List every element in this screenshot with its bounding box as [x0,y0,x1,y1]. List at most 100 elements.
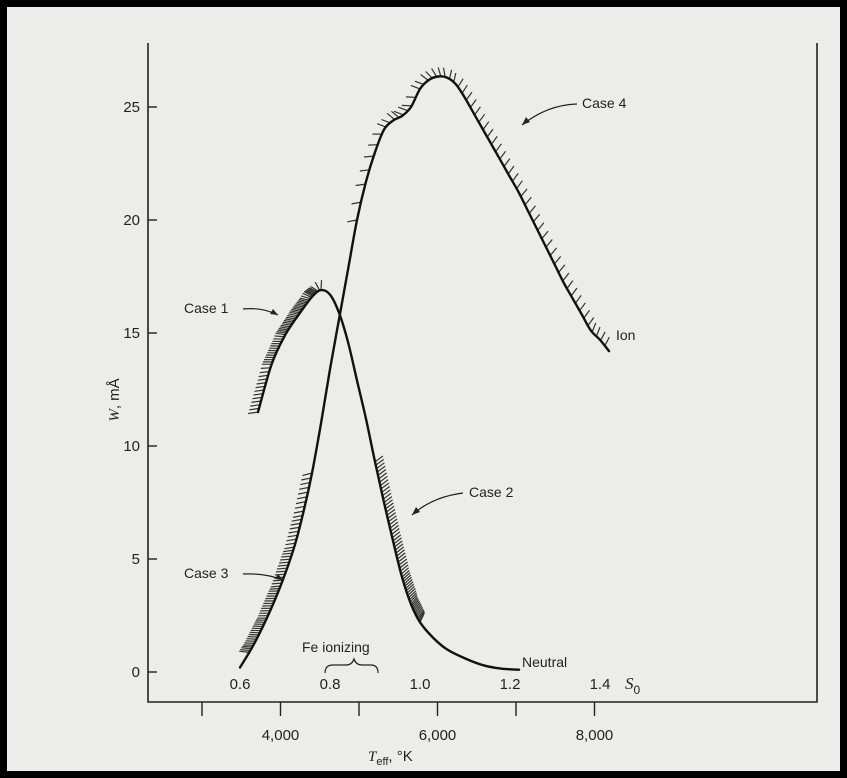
hatch-mark [379,479,389,487]
hatch-mark [394,543,404,551]
hatch-mark [391,110,400,118]
hatch-mark [566,280,574,289]
label-ion: Ion [616,327,635,343]
hatch-mark [549,247,557,256]
hatch-mark [289,311,300,315]
hatch-mark [290,310,301,314]
hatch-mark [398,558,408,566]
hatch-mark [363,155,374,158]
hatch-mark [299,486,310,490]
hatch-mark [285,316,296,320]
arrowhead-case-1 [270,309,278,315]
hatch-mark [386,112,396,121]
hatch-mark [286,538,297,542]
hatch-mark [600,331,606,341]
plot-axes [147,43,818,703]
hatch-mark [303,291,313,297]
hatch-mark [411,597,419,607]
hatch-mark [499,150,507,160]
hatch-mark [252,396,263,400]
hatch-mark [524,196,532,206]
teff-axis-unit: , °K [388,748,412,765]
hatch-mark [416,608,424,617]
hatch-mark [280,558,290,561]
hatch-mark [270,585,281,588]
hatch-mark [275,332,286,336]
hatch-mark [409,594,418,603]
hatch-mark [281,555,292,558]
s0-tick-label: 0.8 [320,676,341,693]
hatch-mark [545,239,553,248]
hatch-mark [298,298,309,303]
hatch-mark [400,564,409,572]
hatch-mark [283,549,294,553]
hatch-mark [271,582,282,585]
teff-axis-sub: eff [376,756,389,768]
hatch-mark [415,606,423,616]
hatch-mark [379,475,388,483]
hatch-mark [403,576,412,585]
hatch-mark [604,336,610,347]
leader-case-4 [521,103,578,126]
hatch-mark [243,644,254,646]
hatch-mark [469,99,477,108]
s0-tick-label: 1.4 [590,676,611,693]
hatch-mark [287,315,298,318]
hatch-mark [284,546,295,550]
hatch-mark [431,68,438,78]
hatch-mark [495,143,502,153]
hatch-mark [404,579,413,587]
hatch-mark [378,472,388,480]
y-tick-label: 5 [132,551,140,568]
hatch-mark [387,512,396,519]
hatch-mark [253,393,264,396]
hatch-mark [244,642,255,644]
hatch-mark [290,522,301,526]
hatch-mark [520,188,528,197]
hatch-mark [377,469,387,476]
hatch-mark [390,524,399,532]
hatch-mark [405,96,416,98]
hatch-mark [507,165,515,175]
hatch-mark [374,455,384,463]
label-neutral: Neutral [522,654,567,670]
hatch-mark [293,510,304,514]
hatch-mark [250,404,261,407]
hatch-mark [278,327,289,331]
hatch-mark [383,496,393,503]
hatch-mark [406,583,415,592]
hatch-mark [391,528,400,535]
hatch-mark [393,110,404,116]
hatch-mark [397,106,408,112]
hatch-mark [279,561,289,564]
hatch-mark [595,326,601,337]
hatch-mark [408,590,417,598]
hatch-mark [397,552,406,560]
hatch-mark [395,546,405,554]
hatch-mark [537,222,545,231]
hatch-mark [296,496,307,500]
hatch-layer [239,67,610,653]
y-tick-label: 0 [132,664,140,681]
hatch-mark [282,552,293,555]
teff-tick-label: 6,000 [419,727,457,744]
hatch-mark [355,183,366,187]
annotation-case-2: Case 2 [469,484,514,500]
hatch-mark [241,647,252,650]
hatch-mark [562,272,570,282]
s0-axis-title: S0 [625,674,641,697]
y-tick-label: 20 [123,212,140,229]
hatch-mark [461,84,468,94]
hatch-mark [388,515,397,523]
teff-ticks: 4,000 6,000 8,000 [201,702,613,744]
hatch-mark [294,304,305,308]
hatch-mark [376,462,385,470]
hatch-mark [457,78,464,88]
chart: 0 5 10 15 20 25 0.6 0.8 1.0 1.2 1.4 4,000 6,000 8,0… [106,43,818,768]
hatch-mark [248,411,259,415]
hatch-mark [269,588,280,590]
hatch-mark [381,486,391,493]
hatch-mark [295,303,306,307]
hatch-mark [410,84,421,90]
hatch-mark [591,322,597,333]
